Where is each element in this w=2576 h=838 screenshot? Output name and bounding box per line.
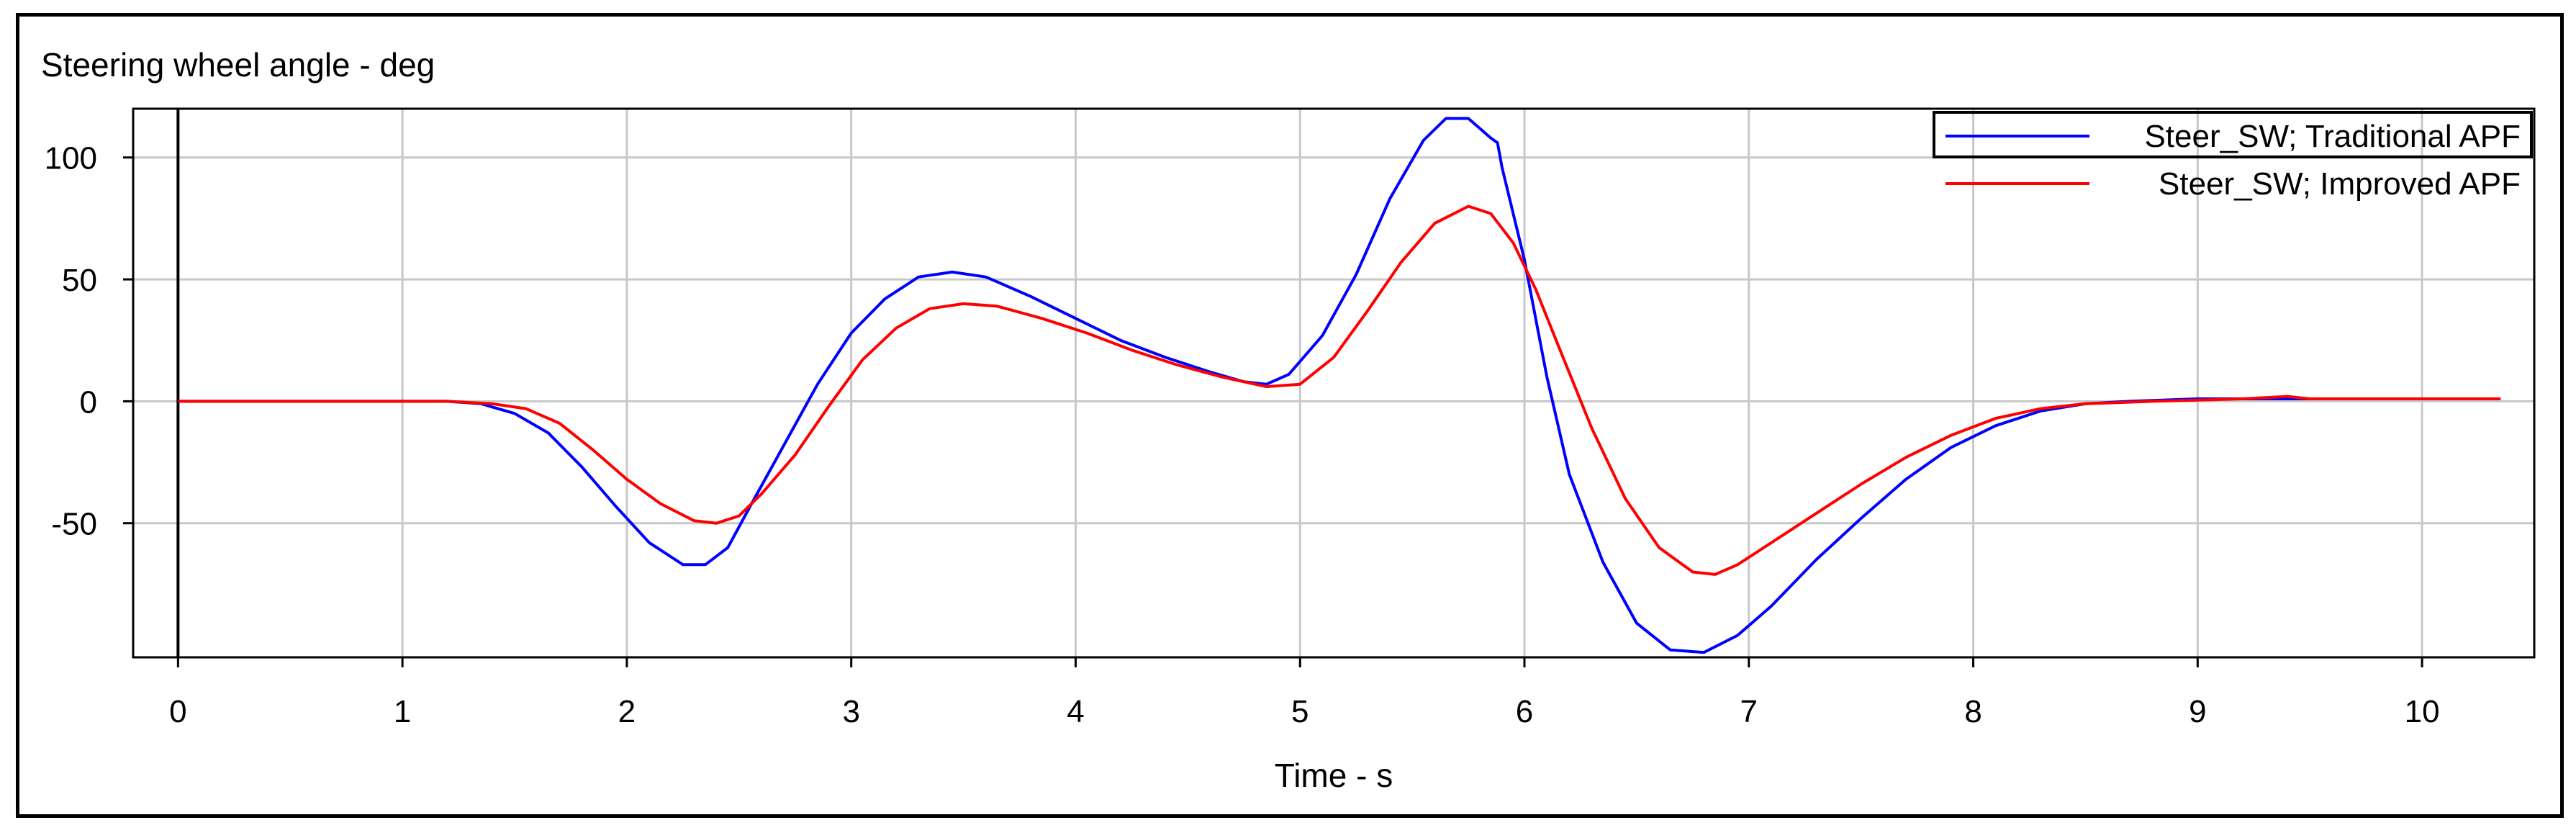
x-tick-label-1: 1 xyxy=(394,694,411,729)
plot-area-border xyxy=(132,107,2536,659)
x-tick-label-2: 2 xyxy=(618,694,636,729)
x-tick-labels: 0 1 2 3 4 5 6 7 8 9 10 xyxy=(169,657,2440,729)
x-tick-label-6: 6 xyxy=(1516,694,1533,729)
y-tick-label-3: -50 xyxy=(51,507,97,542)
legend-highlight-box xyxy=(1933,111,2533,158)
chart-svg: Steering wheel angle - deg 100 50 0 -50 0 1 2… xyxy=(41,46,2536,794)
x-tick-label-5: 5 xyxy=(1291,694,1309,729)
y-tick-labels: 100 50 0 -50 xyxy=(45,141,133,542)
x-axis-label: Time - s xyxy=(1275,757,1393,794)
y-tick-label-0: 100 xyxy=(45,141,97,176)
series-line-2 xyxy=(178,204,2501,576)
y-tick-label-2: 0 xyxy=(80,384,97,420)
x-tick-label-0: 0 xyxy=(169,694,186,729)
series-line-1 xyxy=(178,117,2501,654)
x-tick-label-3: 3 xyxy=(842,694,859,729)
series-layer xyxy=(178,117,2501,654)
y-tick-label-1: 50 xyxy=(62,263,97,298)
x-tick-label-8: 8 xyxy=(1964,694,1981,729)
x-tick-label-4: 4 xyxy=(1067,694,1084,729)
x-tick-label-9: 9 xyxy=(2189,694,2206,729)
legend-label-series-2: Steer_SW; Improved APF xyxy=(2159,166,2521,202)
chart-frame: Steering wheel angle - deg 100 50 0 -50 0 1 2… xyxy=(16,13,2564,818)
chart-title: Steering wheel angle - deg xyxy=(41,46,435,84)
x-tick-label-10: 10 xyxy=(2405,694,2440,729)
legend-label-series-1: Steer_SW; Traditional APF xyxy=(2144,119,2521,154)
legend: Steer_SW; Traditional APF Steer_SW; Impr… xyxy=(1933,111,2533,202)
x-tick-label-7: 7 xyxy=(1740,694,1758,729)
